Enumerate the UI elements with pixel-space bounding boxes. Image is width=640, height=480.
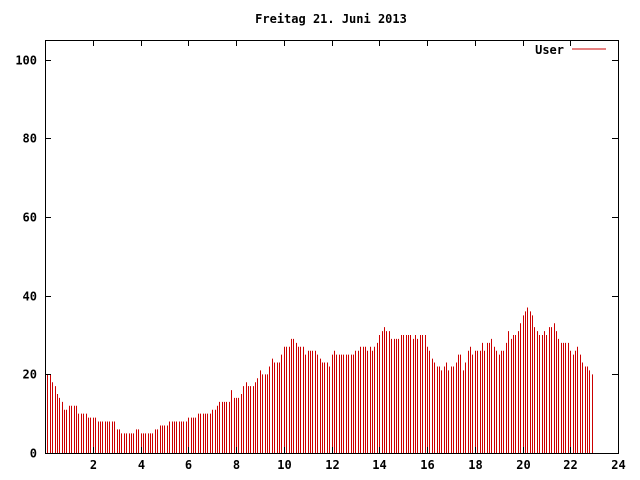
x-tick-label: 22	[563, 458, 577, 472]
y-tick-label: 80	[23, 132, 37, 146]
chart-title: Freitag 21. Juni 2013	[255, 12, 407, 26]
legend-label-user: User	[535, 43, 564, 57]
x-tick-label: 10	[277, 458, 291, 472]
x-tick-label: 16	[420, 458, 434, 472]
x-tick-label: 24	[611, 458, 625, 472]
x-tick-label: 4	[138, 458, 145, 472]
y-tick-label: 60	[23, 211, 37, 225]
x-tick-label: 14	[372, 458, 386, 472]
x-tick-label: 8	[233, 458, 240, 472]
y-tick-label: 40	[23, 290, 37, 304]
x-tick-label: 12	[325, 458, 339, 472]
bar-series-user	[45, 307, 593, 453]
x-tick-label: 18	[468, 458, 482, 472]
x-tick-label: 2	[90, 458, 97, 472]
x-tick-label: 6	[185, 458, 192, 472]
y-tick-label: 20	[23, 368, 37, 382]
x-tick-label: 20	[516, 458, 530, 472]
legend: User	[535, 43, 606, 57]
y-tick-label: 0	[30, 447, 37, 461]
y-tick-label: 100	[15, 54, 37, 68]
